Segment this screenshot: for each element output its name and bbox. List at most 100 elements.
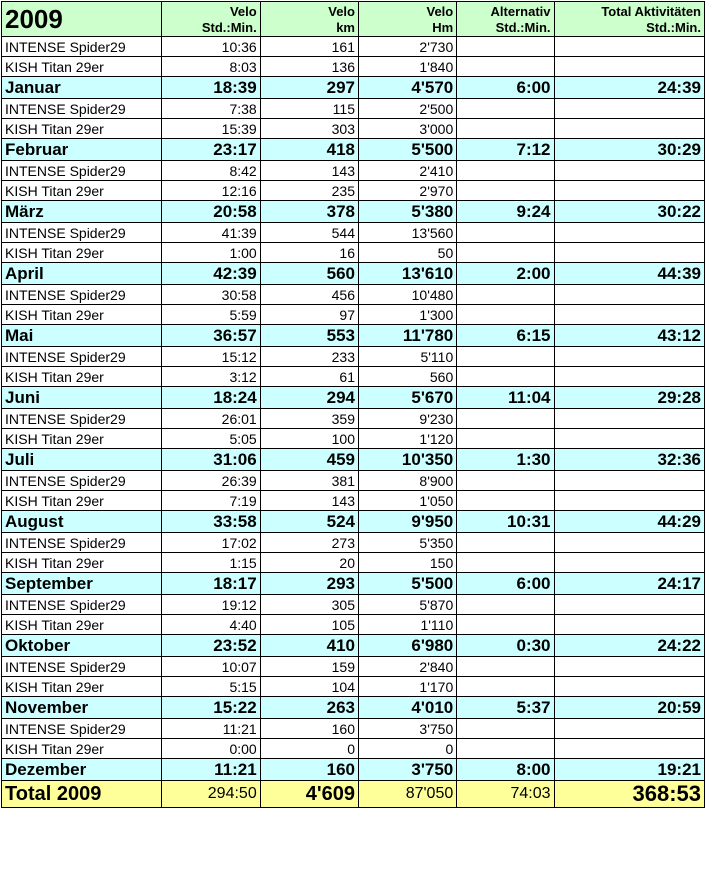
month-row: Oktober 23:52 410 6'980 0:30 24:22 <box>0 634 706 657</box>
month-time: 18:24 <box>161 386 261 409</box>
bike-hm: 5'870 <box>357 594 458 615</box>
bike-alt-empty <box>456 98 555 119</box>
bike-row: KISH Titan 29er 5:59 97 1'300 <box>0 304 706 325</box>
month-row: Juni 18:24 294 5'670 11:04 29:28 <box>0 386 706 409</box>
month-row: Januar 18:39 297 4'570 6:00 24:39 <box>0 76 706 99</box>
activity-table: 2009 Velo Std.:Min. Velo km Velo Hm Alterna… <box>0 1 706 808</box>
bike-name: INTENSE Spider29 <box>0 656 163 677</box>
bike-km: 20 <box>259 552 359 573</box>
bike-name: KISH Titan 29er <box>0 118 163 139</box>
header-alternativ: Alternativ Std.:Min. <box>456 1 555 37</box>
bike-alt-empty <box>456 718 555 739</box>
bike-row: KISH Titan 29er 5:05 100 1'120 <box>0 428 706 449</box>
header-velo-hm: Velo Hm <box>357 1 458 37</box>
month-time: 23:52 <box>161 634 261 657</box>
bike-alt-empty <box>456 532 555 553</box>
bike-hm: 2'500 <box>357 98 458 119</box>
bike-name: INTENSE Spider29 <box>0 408 163 429</box>
bike-name: INTENSE Spider29 <box>0 718 163 739</box>
month-time: 23:17 <box>161 138 261 161</box>
month-total: 24:17 <box>553 572 706 595</box>
bike-name: INTENSE Spider29 <box>0 594 163 615</box>
bike-row: KISH Titan 29er 8:03 136 1'840 <box>0 56 706 77</box>
bike-total-empty <box>553 284 706 305</box>
bike-km: 233 <box>259 346 359 367</box>
bike-km: 456 <box>259 284 359 305</box>
bike-time: 17:02 <box>161 532 261 553</box>
bike-km: 235 <box>259 180 359 201</box>
year-title: 2009 <box>0 1 163 37</box>
month-hm: 5'380 <box>357 200 458 223</box>
bike-time: 8:42 <box>161 160 261 181</box>
bike-km: 305 <box>259 594 359 615</box>
bike-time: 10:36 <box>161 36 261 57</box>
bike-name: INTENSE Spider29 <box>0 160 163 181</box>
bike-time: 15:12 <box>161 346 261 367</box>
month-total: 29:28 <box>553 386 706 409</box>
month-row: September 18:17 293 5'500 6:00 24:17 <box>0 572 706 595</box>
bike-km: 143 <box>259 490 359 511</box>
month-hm: 4'570 <box>357 76 458 99</box>
bike-row: KISH Titan 29er 3:12 61 560 <box>0 366 706 387</box>
bike-km: 97 <box>259 304 359 325</box>
month-row: April 42:39 560 13'610 2:00 44:39 <box>0 262 706 285</box>
bike-name: KISH Titan 29er <box>0 552 163 573</box>
bike-alt-empty <box>456 594 555 615</box>
bike-hm: 1'300 <box>357 304 458 325</box>
bike-total-empty <box>553 98 706 119</box>
bike-row: KISH Titan 29er 0:00 0 0 <box>0 738 706 759</box>
month-time: 15:22 <box>161 696 261 719</box>
bike-time: 10:07 <box>161 656 261 677</box>
total-time: 294:50 <box>161 780 261 808</box>
month-km: 293 <box>259 572 359 595</box>
bike-row: KISH Titan 29er 7:19 143 1'050 <box>0 490 706 511</box>
bike-hm: 5'110 <box>357 346 458 367</box>
header-total: Total Aktivitäten Std.:Min. <box>553 1 706 37</box>
month-name: März <box>0 200 163 223</box>
bike-row: KISH Titan 29er 5:15 104 1'170 <box>0 676 706 697</box>
month-alt: 11:04 <box>456 386 555 409</box>
bike-time: 11:21 <box>161 718 261 739</box>
bike-row: KISH Titan 29er 4:40 105 1'110 <box>0 614 706 635</box>
month-km: 524 <box>259 510 359 533</box>
month-alt: 6:00 <box>456 572 555 595</box>
bike-time: 7:19 <box>161 490 261 511</box>
bike-row: INTENSE Spider29 10:36 161 2'730 <box>0 36 706 57</box>
bike-time: 41:39 <box>161 222 261 243</box>
bike-name: KISH Titan 29er <box>0 738 163 759</box>
month-km: 560 <box>259 262 359 285</box>
bike-total-empty <box>553 552 706 573</box>
month-alt: 9:24 <box>456 200 555 223</box>
bike-total-empty <box>553 118 706 139</box>
bike-alt-empty <box>456 656 555 677</box>
bike-hm: 8'900 <box>357 470 458 491</box>
bike-km: 303 <box>259 118 359 139</box>
bike-total-empty <box>553 656 706 677</box>
month-name: Juni <box>0 386 163 409</box>
bike-km: 0 <box>259 738 359 759</box>
month-total: 24:39 <box>553 76 706 99</box>
bike-hm: 0 <box>357 738 458 759</box>
bike-hm: 2'970 <box>357 180 458 201</box>
month-alt: 7:12 <box>456 138 555 161</box>
month-name: August <box>0 510 163 533</box>
bike-name: KISH Titan 29er <box>0 242 163 263</box>
month-time: 42:39 <box>161 262 261 285</box>
bike-time: 5:59 <box>161 304 261 325</box>
month-hm: 4'010 <box>357 696 458 719</box>
bike-total-empty <box>553 594 706 615</box>
bike-alt-empty <box>456 160 555 181</box>
month-alt: 10:31 <box>456 510 555 533</box>
bike-total-empty <box>553 304 706 325</box>
month-hm: 5'670 <box>357 386 458 409</box>
bike-row: INTENSE Spider29 15:12 233 5'110 <box>0 346 706 367</box>
bike-name: INTENSE Spider29 <box>0 222 163 243</box>
total-label: Total 2009 <box>0 780 163 808</box>
month-total: 32:36 <box>553 448 706 471</box>
month-name: Februar <box>0 138 163 161</box>
bike-time: 0:00 <box>161 738 261 759</box>
bike-name: INTENSE Spider29 <box>0 284 163 305</box>
bike-hm: 1'840 <box>357 56 458 77</box>
bike-km: 16 <box>259 242 359 263</box>
total-total: 368:53 <box>553 780 706 808</box>
